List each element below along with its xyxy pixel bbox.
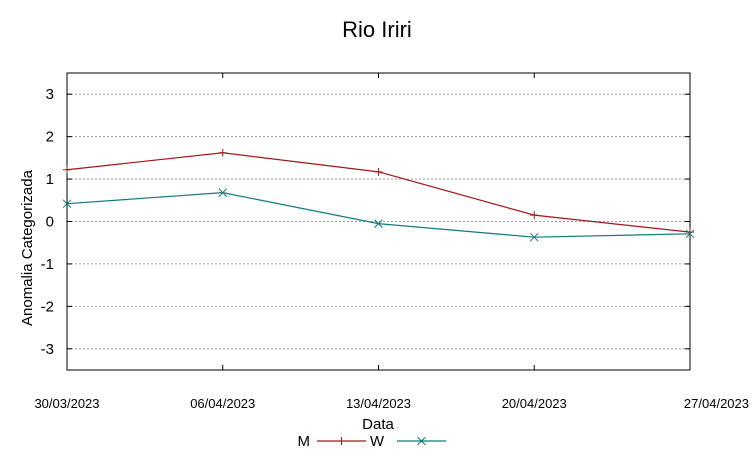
x-tick-label: 06/04/2023 bbox=[190, 396, 255, 411]
series-line bbox=[66, 152, 691, 233]
chart-title: Rio Iriri bbox=[342, 17, 412, 42]
y-axis-label: Anomalia Categorizada bbox=[19, 169, 36, 326]
y-ticks: -3 -2 -1 0 1 2 3 bbox=[41, 86, 690, 358]
data-point bbox=[529, 232, 539, 242]
legend-label: W bbox=[370, 433, 385, 450]
data-point bbox=[685, 229, 695, 239]
y-tick-label: 1 bbox=[46, 171, 54, 188]
data-point bbox=[374, 219, 383, 228]
y-tick-label: -2 bbox=[41, 298, 54, 315]
x-axis-label: Data bbox=[362, 416, 394, 433]
data-point bbox=[417, 436, 426, 446]
y-tick-label: 3 bbox=[46, 86, 54, 103]
y-tick-label: -3 bbox=[41, 341, 54, 358]
y-tick-label: 2 bbox=[46, 129, 54, 146]
x-tick-label: 27/04/2023 bbox=[684, 396, 749, 411]
legend-label: M bbox=[298, 433, 311, 450]
x-ticks: 30/03/2023 06/04/2023 13/04/2023 20/04/2023… bbox=[34, 73, 749, 411]
x-tick-label: 20/04/2023 bbox=[502, 396, 567, 411]
series-line bbox=[66, 192, 691, 238]
y-tick-label: 0 bbox=[46, 214, 54, 231]
series-group bbox=[62, 148, 695, 242]
x-tick-label: 30/03/2023 bbox=[34, 396, 99, 411]
y-tick-label: -1 bbox=[41, 256, 54, 273]
data-point bbox=[218, 188, 228, 198]
data-point bbox=[62, 199, 72, 209]
series-M bbox=[63, 148, 694, 237]
x-tick-label: 13/04/2023 bbox=[346, 396, 411, 411]
series-W bbox=[62, 188, 695, 242]
